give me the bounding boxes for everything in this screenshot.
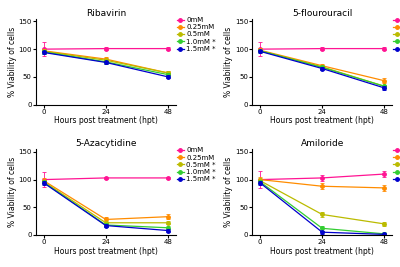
1.5mM * bbox=[41, 181, 46, 184]
1.5mM * bbox=[382, 86, 387, 89]
0.5mM * bbox=[258, 179, 262, 182]
Line: 0.25mM: 0.25mM bbox=[42, 179, 170, 221]
1.0mM * bbox=[382, 85, 387, 88]
1.5mM * bbox=[320, 231, 324, 234]
0.25mM bbox=[166, 71, 170, 74]
Title: Amiloride: Amiloride bbox=[300, 139, 344, 148]
X-axis label: Hours post treatment (hpt): Hours post treatment (hpt) bbox=[54, 116, 158, 125]
1.0mM * bbox=[41, 181, 46, 184]
0.5mM * bbox=[41, 180, 46, 183]
Line: 1.0mM *: 1.0mM * bbox=[258, 180, 386, 235]
1.5mM * bbox=[258, 181, 262, 184]
1.0mM * bbox=[382, 232, 387, 235]
0.5mM bbox=[41, 50, 46, 53]
0.5mM * bbox=[258, 49, 262, 52]
Title: Ribavirin: Ribavirin bbox=[86, 9, 126, 18]
0mM bbox=[258, 178, 262, 181]
0.5mM * bbox=[382, 222, 387, 226]
0.25mM bbox=[320, 64, 324, 67]
0mM bbox=[382, 47, 387, 50]
Legend: 0mM, 0.25mM, 0.5mM *, 1.0mM *, 1.5mM *: 0mM, 0.25mM, 0.5mM *, 1.0mM *, 1.5mM * bbox=[393, 147, 400, 182]
X-axis label: Hours post treatment (hpt): Hours post treatment (hpt) bbox=[54, 246, 158, 256]
Line: 1.5mM *: 1.5mM * bbox=[42, 51, 170, 78]
0mM bbox=[258, 48, 262, 51]
Line: 0mM: 0mM bbox=[258, 47, 386, 51]
0mM bbox=[104, 47, 108, 50]
0.5mM * bbox=[104, 221, 108, 224]
Y-axis label: % Viability of cells: % Viability of cells bbox=[224, 26, 233, 97]
1.0mM * bbox=[320, 227, 324, 230]
0.5mM * bbox=[320, 213, 324, 216]
Line: 1.5mM *: 1.5mM * bbox=[42, 181, 170, 232]
0mM bbox=[104, 176, 108, 179]
Line: 1.0mM *: 1.0mM * bbox=[258, 49, 386, 88]
Line: 1.5mM *: 1.5mM * bbox=[258, 181, 386, 236]
0mM bbox=[166, 47, 170, 50]
Legend: 0mM, 0.25mM, 0.5mM, 1.0mM *, 1.5mM *: 0mM, 0.25mM, 0.5mM, 1.0mM *, 1.5mM * bbox=[177, 17, 216, 52]
Line: 0mM: 0mM bbox=[42, 47, 170, 51]
1.5mM * bbox=[320, 67, 324, 70]
Title: 5-Azacytidine: 5-Azacytidine bbox=[75, 139, 136, 148]
0.25mM bbox=[104, 218, 108, 221]
1.0mM * bbox=[104, 60, 108, 64]
0.5mM * bbox=[166, 221, 170, 224]
X-axis label: Hours post treatment (hpt): Hours post treatment (hpt) bbox=[270, 116, 374, 125]
1.0mM * bbox=[258, 180, 262, 183]
0mM bbox=[41, 178, 46, 181]
Line: 0.25mM: 0.25mM bbox=[42, 49, 170, 75]
Line: 0.5mM *: 0.5mM * bbox=[258, 49, 386, 88]
0.25mM bbox=[104, 57, 108, 61]
Line: 1.5mM *: 1.5mM * bbox=[258, 50, 386, 90]
Legend: 0mM, 0.25mM, 0.5mM *, 1.0mM *, 1.5mM *: 0mM, 0.25mM, 0.5mM *, 1.0mM *, 1.5mM * bbox=[177, 147, 216, 182]
Line: 0.5mM *: 0.5mM * bbox=[258, 179, 386, 226]
0.25mM bbox=[258, 178, 262, 181]
1.0mM * bbox=[320, 66, 324, 69]
1.5mM * bbox=[382, 233, 387, 236]
1.0mM * bbox=[166, 73, 170, 76]
Line: 0.5mM: 0.5mM bbox=[42, 50, 170, 75]
1.0mM * bbox=[104, 223, 108, 227]
0.25mM bbox=[41, 179, 46, 182]
0mM bbox=[41, 48, 46, 51]
0mM bbox=[382, 172, 387, 176]
1.0mM * bbox=[258, 49, 262, 52]
0mM bbox=[320, 176, 324, 179]
0.5mM bbox=[104, 59, 108, 62]
0.25mM bbox=[258, 49, 262, 52]
Line: 0.25mM: 0.25mM bbox=[258, 178, 386, 190]
0.5mM * bbox=[382, 85, 387, 88]
0.25mM bbox=[382, 186, 387, 190]
Legend: 0mM, 0.25mM, 0.5mM *, 1.0mM *, 1.5mM *: 0mM, 0.25mM, 0.5mM *, 1.0mM *, 1.5mM * bbox=[393, 17, 400, 52]
Y-axis label: % Viability of cells: % Viability of cells bbox=[8, 26, 17, 97]
0mM bbox=[320, 47, 324, 50]
Line: 0mM: 0mM bbox=[42, 176, 170, 181]
Title: 5-flourouracil: 5-flourouracil bbox=[292, 9, 352, 18]
0.25mM bbox=[166, 215, 170, 218]
Line: 0.5mM *: 0.5mM * bbox=[42, 180, 170, 225]
0.5mM bbox=[166, 71, 170, 74]
1.5mM * bbox=[41, 51, 46, 54]
X-axis label: Hours post treatment (hpt): Hours post treatment (hpt) bbox=[270, 246, 374, 256]
1.0mM * bbox=[41, 50, 46, 53]
0.25mM bbox=[320, 185, 324, 188]
0.25mM bbox=[41, 49, 46, 52]
1.5mM * bbox=[104, 224, 108, 227]
Line: 1.0mM *: 1.0mM * bbox=[42, 50, 170, 76]
Y-axis label: % Viability of cells: % Viability of cells bbox=[8, 157, 17, 227]
0mM bbox=[166, 176, 170, 179]
1.5mM * bbox=[166, 75, 170, 78]
1.0mM * bbox=[166, 226, 170, 229]
1.5mM * bbox=[104, 61, 108, 64]
1.5mM * bbox=[258, 50, 262, 53]
Y-axis label: % Viability of cells: % Viability of cells bbox=[224, 157, 233, 227]
Line: 0mM: 0mM bbox=[258, 172, 386, 181]
1.5mM * bbox=[166, 229, 170, 232]
Line: 0.25mM: 0.25mM bbox=[258, 49, 386, 83]
Line: 1.0mM *: 1.0mM * bbox=[42, 180, 170, 230]
0.25mM bbox=[382, 79, 387, 82]
0.5mM * bbox=[320, 65, 324, 68]
